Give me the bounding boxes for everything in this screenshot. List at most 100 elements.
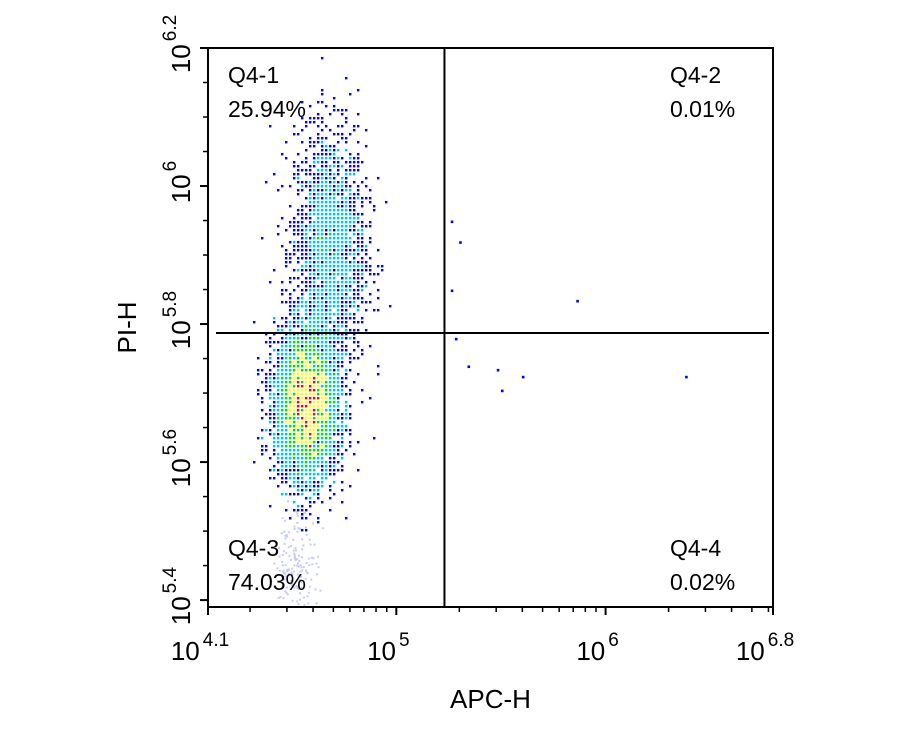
event-dot [293,337,296,340]
event-dot [313,349,316,352]
event-dot [341,361,344,364]
event-dot [309,397,312,400]
event-dot [329,401,332,404]
event-dot [329,429,332,432]
faint-event-dot [296,579,299,582]
event-dot [313,277,316,280]
event-dot [317,265,320,268]
event-dot [281,397,284,400]
event-dot [297,369,300,372]
event-dot [333,213,336,216]
event-dot [309,393,312,396]
event-dot [357,345,360,348]
event-dot [305,353,308,356]
faint-event-dot [287,500,290,503]
event-dot [337,209,340,212]
event-dot [293,453,296,456]
event-dot [341,345,344,348]
event-dot [313,221,316,224]
faint-event-dot [281,564,284,567]
faint-event-dot [290,579,293,582]
event-dot [293,125,296,128]
event-dot [301,221,304,224]
event-dot [337,349,340,352]
event-dot [289,361,292,364]
event-dot [341,249,344,252]
event-dot [305,385,308,388]
event-dot [361,213,364,216]
event-dot [269,469,272,472]
event-dot [309,289,312,292]
event-dot [341,337,344,340]
event-dot [349,389,352,392]
event-dot [269,345,272,348]
event-dot [297,437,300,440]
event-dot [313,469,316,472]
event-dot [337,241,340,244]
faint-event-dot [285,570,288,573]
event-dot [325,249,328,252]
plot-frame [207,47,774,608]
event-dot [313,313,316,316]
event-dot [329,409,332,412]
event-dot [317,341,320,344]
event-dot [325,465,328,468]
event-dot [313,481,316,484]
event-dot [269,125,272,128]
event-dot [321,465,324,468]
event-dot [353,281,356,284]
event-dot [341,445,344,448]
event-dot [321,309,324,312]
event-dot [373,281,376,284]
event-dot [345,173,348,176]
event-dot [325,437,328,440]
event-dot [313,281,316,284]
event-dot [325,393,328,396]
event-dot [269,377,272,380]
event-dot [365,245,368,248]
event-dot [337,289,340,292]
event-dot [301,481,304,484]
event-dot [265,333,268,336]
event-dot [309,401,312,404]
faint-event-dot [321,527,324,530]
event-dot [337,253,340,256]
faint-event-dot [278,547,281,550]
faint-event-dot [306,572,309,575]
event-dot [289,333,292,336]
event-dot [285,413,288,416]
event-dot [297,337,300,340]
event-dot [313,501,316,504]
event-dot [289,241,292,244]
event-dot [353,329,356,332]
event-dot [325,333,328,336]
event-dot [309,505,312,508]
event-dot [317,421,320,424]
event-dot [357,265,360,268]
event-dot [301,405,304,408]
event-dot [329,381,332,384]
faint-event-dot [284,564,287,567]
faint-event-dot [304,577,307,580]
event-dot [341,481,344,484]
event-dot [289,477,292,480]
event-dot [349,485,352,488]
quadrant-name: Q4-2 [670,62,721,88]
event-dot [333,333,336,336]
event-dot [309,377,312,380]
event-dot [341,113,344,116]
event-dot [361,289,364,292]
event-dot [309,173,312,176]
event-dot [333,313,336,316]
event-dot [329,241,332,244]
quadrant-percent: 74.03% [228,569,306,595]
event-dot [321,233,324,236]
event-dot [349,157,352,160]
event-dot [349,201,352,204]
event-dot [329,393,332,396]
event-dot [281,317,284,320]
event-dot [357,269,360,272]
event-dot [301,417,304,420]
event-dot [361,257,364,260]
event-dot [305,233,308,236]
